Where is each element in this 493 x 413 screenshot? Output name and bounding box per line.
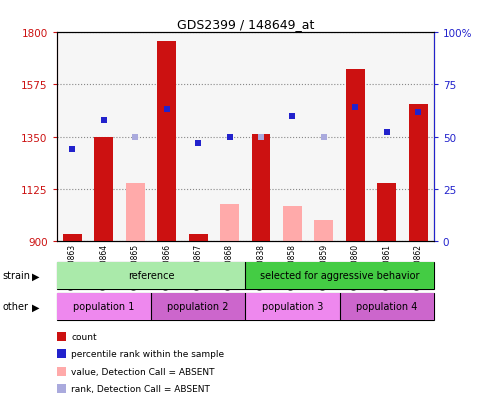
- Text: population 4: population 4: [356, 301, 418, 312]
- Text: count: count: [71, 332, 97, 341]
- Bar: [308, 33, 340, 242]
- Bar: [151, 33, 182, 242]
- Bar: [126, 184, 145, 242]
- Bar: [88, 33, 119, 242]
- Text: strain: strain: [2, 271, 31, 281]
- Bar: [57, 293, 151, 320]
- Bar: [214, 33, 246, 242]
- Text: rank, Detection Call = ABSENT: rank, Detection Call = ABSENT: [71, 384, 211, 393]
- Bar: [157, 42, 176, 242]
- Bar: [63, 235, 82, 242]
- Bar: [340, 33, 371, 242]
- Text: other: other: [2, 301, 29, 312]
- Bar: [245, 293, 340, 320]
- Bar: [409, 105, 427, 242]
- Bar: [277, 33, 308, 242]
- Bar: [346, 70, 365, 242]
- Bar: [371, 33, 402, 242]
- Bar: [402, 33, 434, 242]
- Bar: [189, 235, 208, 242]
- Text: value, Detection Call = ABSENT: value, Detection Call = ABSENT: [71, 367, 215, 376]
- Text: ▶: ▶: [32, 301, 39, 312]
- Bar: [182, 33, 214, 242]
- Bar: [283, 207, 302, 242]
- Bar: [245, 33, 277, 242]
- Bar: [94, 137, 113, 242]
- Text: ▶: ▶: [32, 271, 39, 281]
- Text: percentile rank within the sample: percentile rank within the sample: [71, 349, 225, 358]
- Text: population 3: population 3: [262, 301, 323, 312]
- Bar: [119, 33, 151, 242]
- Bar: [245, 262, 434, 289]
- Bar: [377, 184, 396, 242]
- Bar: [340, 293, 434, 320]
- Text: selected for aggressive behavior: selected for aggressive behavior: [260, 271, 420, 281]
- Bar: [57, 33, 88, 242]
- Text: reference: reference: [128, 271, 174, 281]
- Bar: [220, 204, 239, 242]
- Bar: [315, 221, 333, 242]
- Text: population 2: population 2: [168, 301, 229, 312]
- Text: population 1: population 1: [73, 301, 135, 312]
- Bar: [57, 262, 245, 289]
- Bar: [151, 293, 245, 320]
- Bar: [251, 135, 270, 242]
- Title: GDS2399 / 148649_at: GDS2399 / 148649_at: [176, 17, 314, 31]
